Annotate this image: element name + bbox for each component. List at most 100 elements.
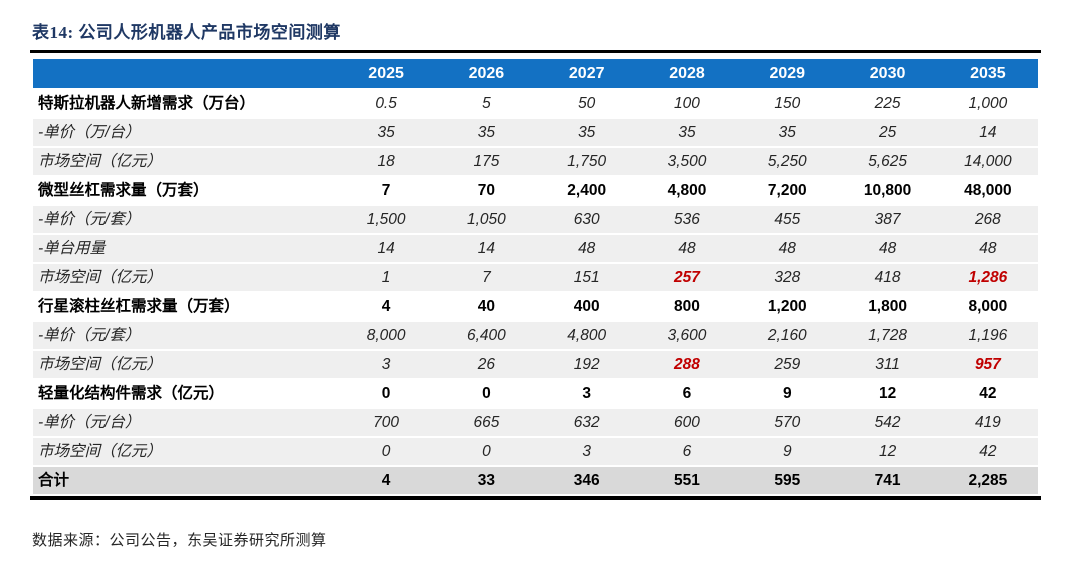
table-row: 市场空间（亿元） 0 0 3 6 9 12 42 <box>32 437 1039 467</box>
value-cell: 1 <box>335 263 437 293</box>
highlighted-value-cell: 1,286 <box>937 263 1039 293</box>
value-cell: 2,285 <box>937 466 1039 496</box>
value-cell: 259 <box>737 350 838 380</box>
highlighted-value-cell: 288 <box>636 350 738 380</box>
source-note: 数据来源：公司公告，东吴证券研究所测算 <box>32 533 327 549</box>
value-cell: 35 <box>536 118 637 148</box>
value-cell: 9 <box>737 379 838 409</box>
row-label: -单价（元/套） <box>32 205 336 235</box>
table-row: 市场空间（亿元） 3 26 192 288 259 311 957 <box>32 350 1039 380</box>
value-cell: 387 <box>837 205 938 235</box>
value-cell: 25 <box>837 118 938 148</box>
value-cell: 7,200 <box>737 176 838 206</box>
value-cell: 26 <box>436 350 537 380</box>
value-cell: 42 <box>937 379 1039 409</box>
year-column-header: 2027 <box>536 59 637 90</box>
value-cell: 14 <box>335 234 437 264</box>
value-cell: 35 <box>737 118 838 148</box>
table-title: 表14: 公司人形机器人产品市场空间测算 <box>32 23 341 42</box>
value-cell: 4,800 <box>636 176 738 206</box>
row-label: 市场空间（亿元） <box>32 147 336 177</box>
value-cell: 4 <box>335 292 437 322</box>
value-cell: 630 <box>536 205 637 235</box>
value-cell: 48,000 <box>937 176 1039 206</box>
row-label: -单价（万/台） <box>32 118 336 148</box>
value-cell: 175 <box>436 147 537 177</box>
value-cell: 48 <box>636 234 738 264</box>
value-cell: 0 <box>436 379 537 409</box>
value-cell: 268 <box>937 205 1039 235</box>
table-bottom-divider <box>30 496 1041 500</box>
value-cell: 3 <box>536 437 637 467</box>
value-cell: 419 <box>937 408 1039 438</box>
table-row: -单价（元/套） 8,000 6,400 4,800 3,600 2,160 1,728 1,… <box>32 321 1039 351</box>
value-cell: 14 <box>937 118 1039 148</box>
value-cell: 1,050 <box>436 205 537 235</box>
title-divider <box>30 50 1041 53</box>
value-cell: 1,728 <box>837 321 938 351</box>
row-label: 行星滚柱丝杠需求量（万套） <box>32 292 336 322</box>
value-cell: 1,200 <box>737 292 838 322</box>
row-label: 市场空间（亿元） <box>32 263 336 293</box>
table-body: 特斯拉机器人新增需求（万台） 0.5 5 50 100 150 225 1,000 -单价（万/… <box>32 89 1039 496</box>
value-cell: 9 <box>737 437 838 467</box>
year-column-header: 2028 <box>636 59 738 90</box>
value-cell: 48 <box>837 234 938 264</box>
value-cell: 5,250 <box>737 147 838 177</box>
row-label: -单价（元/套） <box>32 321 336 351</box>
value-cell: 4,800 <box>536 321 637 351</box>
table-row: -单价（万/台） 35 35 35 35 35 25 14 <box>32 118 1039 148</box>
value-cell: 3,600 <box>636 321 738 351</box>
value-cell: 48 <box>737 234 838 264</box>
value-cell: 400 <box>536 292 637 322</box>
value-cell: 6 <box>636 379 738 409</box>
value-cell: 14 <box>436 234 537 264</box>
value-cell: 418 <box>837 263 938 293</box>
highlighted-value-cell: 957 <box>937 350 1039 380</box>
value-cell: 7 <box>335 176 437 206</box>
value-cell: 35 <box>636 118 738 148</box>
row-label: -单台用量 <box>32 234 336 264</box>
row-label: -单价（元/台） <box>32 408 336 438</box>
table-row: 特斯拉机器人新增需求（万台） 0.5 5 50 100 150 225 1,000 <box>32 89 1039 119</box>
value-cell: 4 <box>335 466 437 496</box>
table-row: 行星滚柱丝杠需求量（万套） 4 40 400 800 1,200 1,800 8,000 <box>32 292 1039 322</box>
row-label: 微型丝杠需求量（万套） <box>32 176 336 206</box>
value-cell: 35 <box>436 118 537 148</box>
value-cell: 70 <box>436 176 537 206</box>
value-cell: 0 <box>335 437 437 467</box>
year-column-header: 2035 <box>937 59 1039 90</box>
value-cell: 3 <box>335 350 437 380</box>
value-cell: 225 <box>837 89 938 119</box>
value-cell: 542 <box>837 408 938 438</box>
value-cell: 3 <box>536 379 637 409</box>
value-cell: 151 <box>536 263 637 293</box>
value-cell: 0.5 <box>335 89 437 119</box>
year-header-row: 2025 2026 2027 2028 2029 2030 2035 <box>32 59 1039 90</box>
value-cell: 595 <box>737 466 838 496</box>
value-cell: 7 <box>436 263 537 293</box>
value-cell: 5 <box>436 89 537 119</box>
value-cell: 328 <box>737 263 838 293</box>
value-cell: 10,800 <box>837 176 938 206</box>
value-cell: 12 <box>837 379 938 409</box>
row-label: 市场空间（亿元） <box>32 437 336 467</box>
value-cell: 536 <box>636 205 738 235</box>
table-row: 微型丝杠需求量（万套） 7 70 2,400 4,800 7,200 10,800 48,00… <box>32 176 1039 206</box>
value-cell: 2,400 <box>536 176 637 206</box>
value-cell: 40 <box>436 292 537 322</box>
value-cell: 12 <box>837 437 938 467</box>
value-cell: 551 <box>636 466 738 496</box>
value-cell: 1,800 <box>837 292 938 322</box>
year-column-header: 2025 <box>335 59 437 90</box>
year-column-header: 2030 <box>837 59 938 90</box>
row-label: 合计 <box>32 466 336 496</box>
row-label-column-header <box>32 59 336 90</box>
table-row: -单价（元/套） 1,500 1,050 630 536 455 387 268 <box>32 205 1039 235</box>
table-row: 市场空间（亿元） 18 175 1,750 3,500 5,250 5,625 14,000 <box>32 147 1039 177</box>
value-cell: 35 <box>335 118 437 148</box>
value-cell: 741 <box>837 466 938 496</box>
value-cell: 18 <box>335 147 437 177</box>
value-cell: 8,000 <box>335 321 437 351</box>
